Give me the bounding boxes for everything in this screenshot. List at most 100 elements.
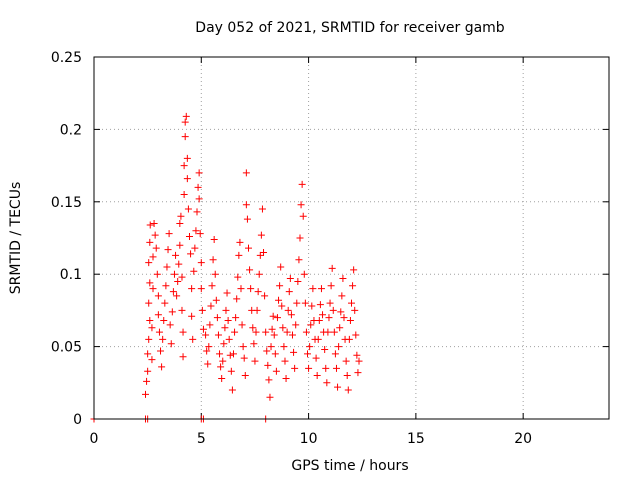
data-point — [312, 354, 320, 362]
data-point — [217, 363, 225, 371]
data-point — [314, 335, 322, 343]
data-point — [276, 282, 284, 290]
data-point — [167, 340, 175, 348]
data-point — [252, 328, 260, 336]
data-point — [176, 220, 184, 228]
data-point — [232, 314, 240, 322]
data-point — [254, 288, 262, 296]
data-point — [177, 212, 185, 220]
data-point — [305, 364, 313, 372]
data-point — [198, 306, 206, 314]
data-point — [146, 238, 154, 246]
data-point — [229, 350, 237, 358]
data-point — [325, 314, 333, 322]
data-point — [351, 306, 359, 314]
data-point — [268, 325, 276, 333]
data-point — [172, 251, 180, 259]
data-point — [188, 285, 196, 293]
data-point — [184, 205, 192, 213]
data-point — [187, 250, 195, 258]
data-point — [236, 238, 244, 246]
data-point — [233, 295, 241, 303]
data-point — [179, 353, 187, 361]
data-point — [349, 282, 357, 290]
data-point — [265, 376, 273, 384]
data-point — [348, 299, 355, 307]
data-point — [223, 289, 231, 297]
data-point — [154, 292, 162, 300]
data-point — [279, 324, 287, 332]
data-point — [194, 183, 202, 191]
data-point — [271, 350, 279, 358]
data-point — [324, 328, 332, 336]
data-point — [264, 361, 272, 369]
data-point — [250, 340, 258, 348]
data-point — [247, 285, 255, 293]
data-point — [181, 118, 189, 126]
data-point — [169, 288, 177, 296]
y-tick-label: 0.25 — [51, 50, 82, 66]
data-point — [251, 357, 259, 365]
data-point — [308, 302, 316, 310]
data-point — [258, 205, 266, 213]
data-point — [334, 383, 342, 391]
data-point — [329, 306, 337, 314]
data-point — [151, 231, 159, 239]
data-point — [315, 317, 323, 325]
data-point — [256, 251, 264, 259]
x-tick-label: 15 — [407, 431, 425, 447]
data-point — [144, 367, 152, 375]
data-point — [199, 325, 207, 333]
data-point — [152, 244, 160, 252]
data-point — [277, 263, 285, 271]
data-point — [183, 175, 191, 183]
data-point — [287, 311, 295, 319]
data-point — [335, 343, 343, 351]
data-point — [273, 314, 281, 322]
data-point — [149, 253, 157, 261]
y-tick-label: 0.1 — [60, 267, 82, 283]
data-point — [336, 324, 344, 332]
data-point — [293, 299, 301, 307]
data-point — [170, 270, 178, 278]
data-point — [253, 306, 261, 314]
data-point — [298, 180, 306, 188]
data-point — [193, 208, 201, 216]
data-point — [153, 270, 161, 278]
data-point — [174, 277, 182, 285]
data-point — [212, 296, 220, 304]
data-point — [189, 335, 197, 343]
data-point — [281, 357, 289, 365]
data-point — [262, 328, 270, 336]
data-point — [145, 299, 153, 307]
plot-frame — [93, 56, 610, 420]
data-point — [192, 227, 200, 235]
data-point — [267, 343, 275, 351]
data-points — [90, 112, 363, 423]
data-point — [338, 292, 346, 300]
x-axis-label: GPS time / hours — [291, 458, 408, 474]
x-tick-label: 20 — [514, 431, 532, 447]
data-point — [352, 331, 360, 339]
data-point — [175, 260, 183, 268]
y-tick-label: 0.05 — [51, 340, 82, 356]
data-point — [239, 343, 247, 351]
data-point — [285, 288, 293, 296]
data-point — [299, 212, 307, 220]
data-point — [350, 266, 358, 274]
data-point — [331, 350, 339, 358]
data-point — [282, 374, 290, 382]
data-point — [344, 386, 352, 394]
data-point — [178, 306, 186, 314]
data-point — [317, 285, 325, 293]
data-point — [165, 230, 173, 238]
grid — [94, 57, 609, 419]
data-point — [180, 191, 188, 199]
data-point — [197, 259, 205, 267]
data-point — [190, 267, 198, 275]
data-point — [150, 220, 158, 228]
data-point — [291, 364, 299, 372]
data-point — [280, 343, 288, 351]
data-point — [213, 314, 221, 322]
data-point — [332, 364, 340, 372]
